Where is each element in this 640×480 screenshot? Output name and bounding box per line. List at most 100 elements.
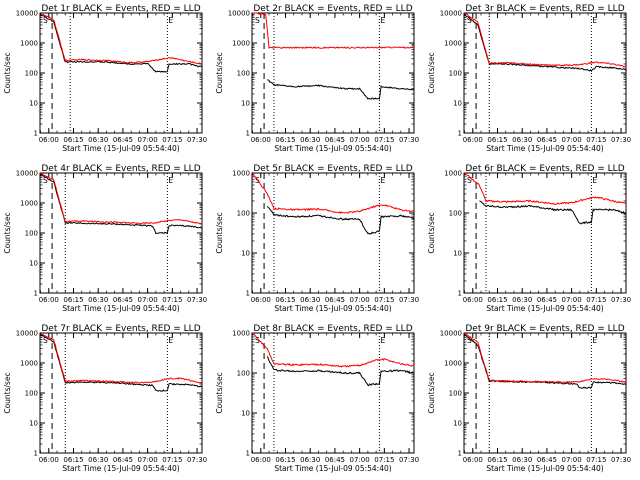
x-tick-label: 06:30	[88, 136, 108, 144]
x-tick-label: 07:15	[374, 296, 394, 304]
chart-panel-5: Det 5r BLACK = Events, RED = LLD 1 10 100 10…	[215, 164, 419, 313]
x-tick-label: 06:00	[251, 296, 271, 304]
y-tick-label: 10	[453, 100, 462, 108]
lld-series-line	[40, 333, 203, 384]
chart-panel-1: Det 1r BLACK = Events, RED = LLD 1 10 100 10…	[3, 4, 207, 153]
start-marker-label: S	[467, 16, 472, 25]
x-tick-label: 06:45	[113, 296, 133, 304]
y-tick-label: 1000	[20, 40, 38, 48]
y-axis-label: Counts/sec	[427, 372, 436, 413]
x-tick-label: 06:15	[63, 136, 83, 144]
x-tick-label: 06:45	[537, 456, 557, 464]
x-tick-label: 07:00	[562, 136, 582, 144]
x-tick-label: 07:15	[586, 456, 606, 464]
y-axis-label: Counts/sec	[215, 212, 224, 253]
x-tick-label: 07:00	[562, 296, 582, 304]
y-axis-label: Counts/sec	[427, 52, 436, 93]
y-tick-label: 10000	[440, 330, 462, 338]
y-tick-label: 1	[458, 130, 462, 138]
x-tick-label: 07:30	[611, 136, 631, 144]
chart-title: Det 3r BLACK = Events, RED = LLD	[465, 4, 624, 14]
events-series-line	[40, 333, 203, 392]
chart-panel-2: Det 2r BLACK = Events, RED = LLD 1 10 100 10…	[215, 4, 419, 153]
x-tick-label: 06:45	[113, 136, 133, 144]
x-tick-label: 07:00	[350, 136, 370, 144]
x-tick-label: 06:30	[300, 296, 320, 304]
x-axis-label: Start Time (15-Jul-09 05:54:40)	[274, 304, 391, 313]
x-tick-label: 06:15	[63, 456, 83, 464]
end-marker-label: E	[380, 336, 385, 345]
x-tick-label: 07:30	[399, 136, 419, 144]
chart-panel-7: Det 7r BLACK = Events, RED = LLD 1 10 100 10…	[3, 324, 207, 473]
x-tick-label: 06:00	[251, 136, 271, 144]
y-tick-label: 10	[29, 260, 38, 268]
y-axis-label: Counts/sec	[3, 52, 12, 93]
x-tick-label: 06:45	[537, 296, 557, 304]
x-tick-label: 07:15	[162, 456, 182, 464]
x-tick-label: 06:15	[487, 136, 507, 144]
plot-frame	[463, 172, 627, 294]
x-tick-label: 07:30	[611, 456, 631, 464]
y-tick-label: 10	[241, 410, 250, 418]
lld-series-line	[40, 172, 203, 225]
x-tick-label: 06:45	[537, 136, 557, 144]
chart-panel-4: Det 4r BLACK = Events, RED = LLD 1 10 100 10…	[3, 164, 207, 313]
lld-series-line	[464, 12, 627, 68]
events-series-line	[266, 205, 415, 235]
end-marker-label: E	[168, 16, 173, 25]
chart-title: Det 7r BLACK = Events, RED = LLD	[41, 324, 200, 334]
events-series-line	[464, 334, 627, 390]
x-tick-label: 06:15	[275, 296, 295, 304]
y-tick-label: 100	[237, 370, 250, 378]
y-tick-label: 1	[34, 450, 38, 458]
y-tick-label: 1000	[20, 360, 38, 368]
y-tick-label: 10000	[16, 330, 38, 338]
x-tick-label: 07:00	[138, 136, 158, 144]
x-tick-label: 06:30	[512, 136, 532, 144]
chart-title: Det 9r BLACK = Events, RED = LLD	[465, 324, 624, 334]
x-tick-label: 07:00	[138, 296, 158, 304]
y-tick-label: 10	[241, 250, 250, 258]
x-tick-label: 07:30	[187, 456, 207, 464]
y-tick-label: 1	[246, 290, 250, 298]
x-tick-label: 06:30	[300, 136, 320, 144]
chart-title: Det 4r BLACK = Events, RED = LLD	[41, 164, 200, 174]
x-tick-label: 07:00	[138, 456, 158, 464]
x-tick-label: 06:00	[463, 136, 483, 144]
x-tick-label: 06:00	[251, 456, 271, 464]
x-tick-label: 07:15	[586, 136, 606, 144]
plot-frame	[251, 12, 415, 134]
x-tick-label: 06:15	[275, 136, 295, 144]
y-tick-label: 10000	[440, 10, 462, 18]
x-tick-label: 07:30	[187, 136, 207, 144]
x-tick-label: 07:30	[399, 456, 419, 464]
y-tick-label: 10000	[16, 170, 38, 178]
x-tick-label: 06:00	[463, 296, 483, 304]
y-tick-label: 100	[25, 390, 38, 398]
y-tick-label: 10	[453, 250, 462, 258]
start-marker-label: S	[43, 176, 48, 185]
plot-frame	[39, 12, 203, 134]
y-axis-label: Counts/sec	[3, 372, 12, 413]
y-tick-label: 10	[29, 420, 38, 428]
y-tick-label: 1	[246, 130, 250, 138]
chart-panel-6: Det 6r BLACK = Events, RED = LLD 1 10 100 10…	[427, 164, 631, 313]
y-tick-label: 1	[458, 290, 462, 298]
x-tick-label: 07:15	[374, 136, 394, 144]
x-tick-label: 06:30	[88, 456, 108, 464]
y-tick-label: 1000	[444, 170, 462, 178]
end-marker-label: E	[592, 336, 597, 345]
y-tick-label: 1000	[232, 170, 250, 178]
events-series-line	[464, 13, 627, 73]
y-tick-label: 1000	[444, 40, 462, 48]
x-axis-label: Start Time (15-Jul-09 05:54:40)	[62, 304, 179, 313]
x-tick-label: 06:45	[325, 136, 345, 144]
y-tick-label: 10000	[228, 10, 250, 18]
x-axis-label: Start Time (15-Jul-09 05:54:40)	[62, 464, 179, 473]
x-axis-label: Start Time (15-Jul-09 05:54:40)	[486, 144, 603, 153]
start-marker-label: S	[255, 336, 260, 345]
y-tick-label: 100	[237, 70, 250, 78]
y-tick-label: 100	[237, 210, 250, 218]
x-tick-label: 06:15	[275, 456, 295, 464]
chart-panel-8: Det 8r BLACK = Events, RED = LLD 1 10 100 10…	[215, 324, 419, 473]
